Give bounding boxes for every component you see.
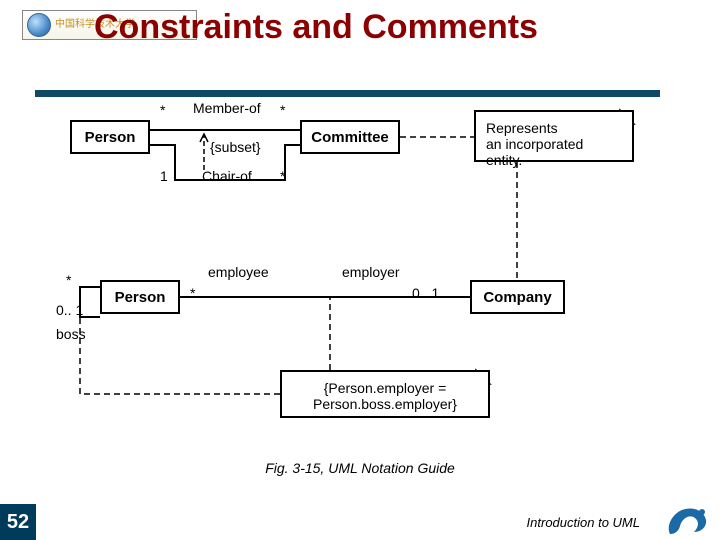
mult-zero-one: 0.. 1 (412, 285, 439, 301)
mult-star-emp: * (190, 285, 195, 301)
note-constraint: {Person.employer = Person.boss.employer} (280, 370, 490, 418)
mult-boss-star: * (66, 272, 71, 288)
footer-bar: 52 Introduction to UML (0, 504, 720, 540)
label-member-of: Member-of (193, 100, 261, 116)
label-boss: boss (56, 326, 86, 342)
constraint-link-boss (80, 317, 280, 394)
page-number: 52 (0, 504, 36, 540)
logo-emblem-icon (27, 13, 51, 37)
mult-star-tl: * (160, 102, 165, 118)
mult-one-bl: 1 (160, 168, 168, 184)
class-company: Company (470, 280, 565, 314)
dragon-icon (662, 498, 712, 538)
label-chair-of: Chair-of (202, 168, 252, 184)
mult-boss-01: 0.. 1 (56, 302, 83, 318)
note-incorporated: Represents an incorporated entity. (474, 110, 634, 162)
class-committee: Committee (300, 120, 400, 154)
slide-title: Constraints and Comments (94, 8, 538, 47)
subset-arrow-head-icon (200, 134, 208, 142)
mult-star-br: * (280, 168, 285, 184)
mult-star-tr: * (280, 102, 285, 118)
label-employee: employee (208, 264, 269, 280)
label-employer: employer (342, 264, 400, 280)
class-person-2: Person (100, 280, 180, 314)
figure-caption: Fig. 3-15, UML Notation Guide (0, 460, 720, 476)
label-subset: {subset} (210, 139, 261, 155)
uml-diagram: Person Committee Person Company Represen… (30, 90, 690, 450)
footer-text: Introduction to UML (527, 515, 640, 530)
class-person-1: Person (70, 120, 150, 154)
